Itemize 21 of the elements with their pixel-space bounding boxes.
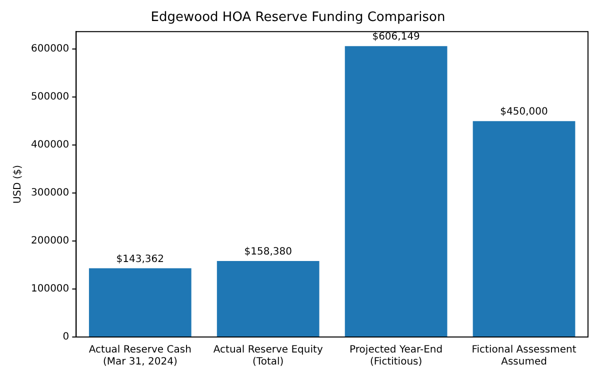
x-tick-label: Projected Year-End (Fictitious) [350,344,443,368]
data-label: $606,149 [372,32,420,43]
y-tick-label: 600000 [30,44,70,55]
y-tick-label: 0 [62,332,70,343]
y-tick-label: 400000 [30,140,70,151]
data-label: $158,380 [244,246,292,258]
x-tick-label: Fictional Assessment Assumed [472,344,576,368]
bar [216,261,320,336]
y-tick-label: 200000 [30,236,70,247]
y-tick-label: 300000 [30,188,70,199]
bar [472,121,576,336]
chart-title: Edgewood HOA Reserve Funding Comparison [150,10,446,26]
x-tick-label: Actual Reserve Equity (Total) [213,344,323,368]
bar [88,268,192,336]
x-tick-label: Actual Reserve Cash (Mar 31, 2024) [88,344,192,368]
y-tick-label: 100000 [30,284,70,295]
data-label: $450,000 [500,106,548,118]
y-tick-label: 500000 [30,92,70,103]
y-axis-title: USD ($) [12,164,24,204]
bar [344,46,448,336]
data-label: $143,362 [116,254,164,265]
